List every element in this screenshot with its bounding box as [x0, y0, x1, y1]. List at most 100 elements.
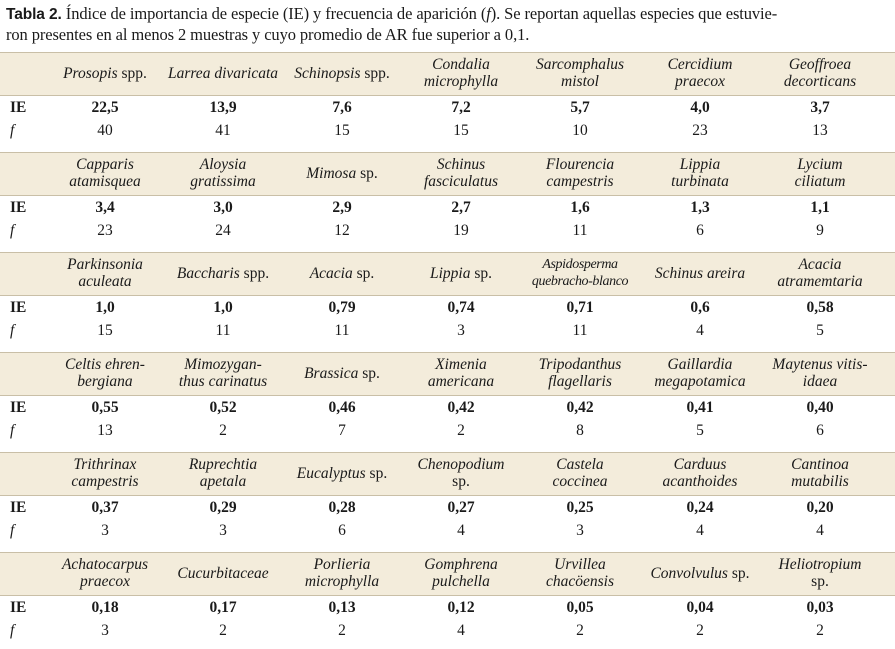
- frequency-value: 11: [334, 322, 350, 339]
- species-name: Capparis atamisquea: [45, 152, 165, 194]
- frequency-value: 24: [215, 222, 231, 239]
- species-name: Aloysia gratissima: [163, 152, 283, 194]
- ie-value: 0,28: [328, 499, 356, 516]
- species-name-text: Cantinoa mutabilis: [791, 456, 849, 490]
- species-name: Aspidosperma quebracho-blanco: [520, 252, 640, 294]
- ie-value: 0,04: [686, 599, 714, 616]
- ie-value: 0,20: [806, 499, 834, 516]
- caption-line-2: ron presentes en al menos 2 muestras y c…: [6, 25, 530, 44]
- species-name: Mimozygan-thus carinatus: [163, 352, 283, 394]
- ie-value: 2,9: [332, 199, 352, 216]
- species-name: Gaillardia megapotamica: [640, 352, 760, 394]
- species-name: Trithrinax campestris: [45, 452, 165, 494]
- frequency-value: 11: [215, 322, 231, 339]
- table-block: IE f Capparis atamisquea 3,4 23 Aloysia gratiss…: [0, 149, 895, 249]
- species-name-text: Ximenia americana: [427, 356, 495, 390]
- row-label-ie: IE: [10, 199, 27, 216]
- species-name: Gomphrena pulchella: [401, 552, 521, 594]
- frequency-value: 3: [457, 322, 465, 339]
- row-label-ie: IE: [10, 299, 27, 316]
- row-label-f: f: [10, 522, 15, 539]
- species-name: Achatocarpus praecox: [45, 552, 165, 594]
- ie-value: 1,6: [570, 199, 590, 216]
- species-header-band: [0, 552, 895, 596]
- ie-value: 0,18: [91, 599, 119, 616]
- table-block: IE f Achatocarpus praecox 0,18 3 Cucurbitaceae…: [0, 549, 895, 649]
- row-label-f: f: [10, 322, 15, 339]
- species-name: Porlieria microphylla: [282, 552, 402, 594]
- frequency-value: 3: [219, 522, 227, 539]
- frequency-value: 4: [457, 522, 465, 539]
- species-name-text: Convolvulus sp.: [650, 564, 750, 582]
- frequency-value: 2: [219, 422, 227, 439]
- frequency-value: 12: [334, 222, 350, 239]
- table-block: IE f Celtis ehren-bergiana 0,55 13 Mimozygan-…: [0, 349, 895, 449]
- species-name: Flourencia campestris: [520, 152, 640, 194]
- caption-label: Tabla 2.: [6, 6, 62, 23]
- species-name-text: Mimozygan-thus carinatus: [178, 356, 268, 390]
- ie-value: 1,0: [213, 299, 233, 316]
- row-label-f: f: [10, 622, 15, 639]
- row-label-ie: IE: [10, 399, 27, 416]
- frequency-value: 4: [696, 522, 704, 539]
- species-name-text: Achatocarpus praecox: [61, 556, 149, 590]
- species-name-text: Porlieria microphylla: [304, 556, 380, 590]
- frequency-value: 10: [572, 122, 588, 139]
- species-name: Geoffroea decorticans: [760, 52, 880, 94]
- frequency-value: 15: [334, 122, 350, 139]
- ie-value: 7,2: [451, 99, 471, 116]
- species-name-text: Celtis ehren-bergiana: [65, 356, 145, 390]
- species-name-text: Aloysia gratissima: [190, 156, 256, 190]
- frequency-value: 15: [453, 122, 469, 139]
- ie-value: 0,40: [806, 399, 834, 416]
- ie-value: 2,7: [451, 199, 471, 216]
- frequency-value: 7: [338, 422, 346, 439]
- ie-value: 3,0: [213, 199, 233, 216]
- species-name-text: Gomphrena pulchella: [424, 556, 498, 590]
- species-name-text: Acacia sp.: [309, 264, 375, 282]
- species-name-text: Lippia sp.: [429, 264, 493, 282]
- frequency-value: 4: [457, 622, 465, 639]
- ie-value: 0,6: [690, 299, 710, 316]
- ie-value: 0,29: [209, 499, 237, 516]
- frequency-value: 41: [215, 122, 231, 139]
- frequency-value: 4: [816, 522, 824, 539]
- species-name-text: Schinus fasciculatus: [423, 156, 499, 190]
- species-name: Tripodanthus flagellaris: [520, 352, 640, 394]
- ie-value: 0,17: [209, 599, 237, 616]
- ie-value: 1,3: [690, 199, 710, 216]
- species-name-text: Lycium ciliatum: [794, 156, 846, 190]
- species-name-text: Gaillardia megapotamica: [654, 356, 746, 390]
- species-name: Celtis ehren-bergiana: [45, 352, 165, 394]
- row-label-ie: IE: [10, 499, 27, 516]
- caption-text-before: Índice de importancia de especie (IE) y …: [61, 4, 487, 23]
- ie-value: 7,6: [332, 99, 352, 116]
- row-label-f: f: [10, 422, 15, 439]
- frequency-value: 3: [101, 622, 109, 639]
- row-label-ie: IE: [10, 599, 27, 616]
- species-name-text: Carduus acanthoides: [662, 456, 738, 490]
- ie-value: 0,05: [566, 599, 594, 616]
- species-name-text: Condalia microphylla: [423, 56, 499, 90]
- species-header-band: [0, 252, 895, 296]
- ie-value: 3,7: [810, 99, 830, 116]
- species-name-text: Schinus areira: [654, 264, 746, 282]
- species-name: Schinopsis spp.: [282, 52, 402, 94]
- species-name-text: Acacia atramemtaria: [777, 256, 863, 290]
- frequency-value: 11: [572, 322, 588, 339]
- table-block: IE f Trithrinax campestris 0,37 3 Ruprechtia ap…: [0, 449, 895, 549]
- table-block: IE f Prosopis spp. 22,5 40 Larrea divaricata 1…: [0, 49, 895, 149]
- frequency-value: 5: [696, 422, 704, 439]
- species-name: Cantinoa mutabilis: [760, 452, 880, 494]
- ie-value: 22,5: [91, 99, 119, 116]
- frequency-value: 2: [696, 622, 704, 639]
- frequency-value: 15: [97, 322, 113, 339]
- ie-value: 0,13: [328, 599, 356, 616]
- species-name-text: Baccharis spp.: [176, 264, 270, 282]
- frequency-value: 3: [576, 522, 584, 539]
- species-name: Ximenia americana: [401, 352, 521, 394]
- species-name: Acacia sp.: [282, 252, 402, 294]
- species-name: Sarcomphalus mistol: [520, 52, 640, 94]
- species-name: Castela coccinea: [520, 452, 640, 494]
- species-header-band: [0, 52, 895, 96]
